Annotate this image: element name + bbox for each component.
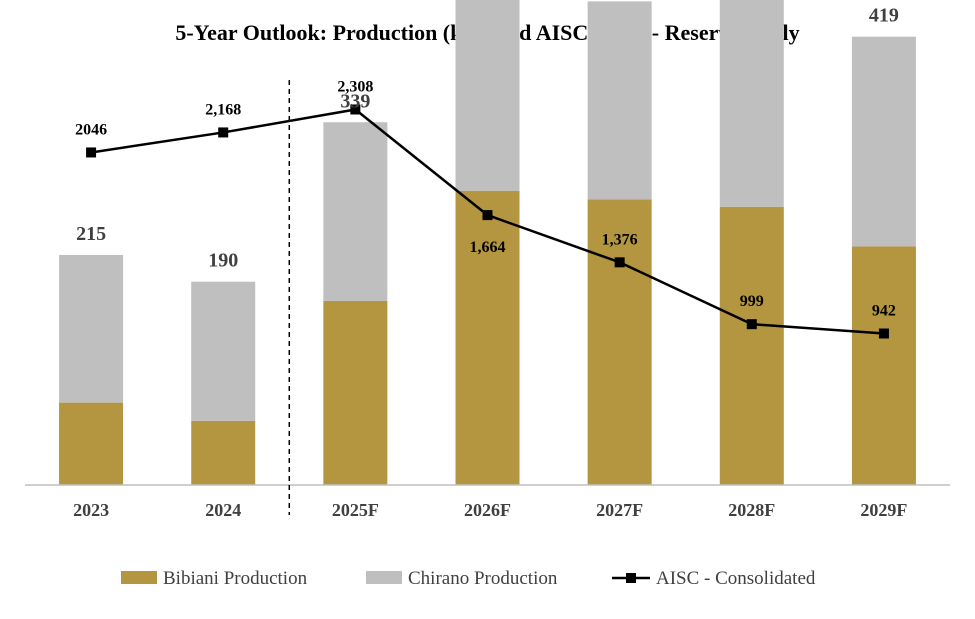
aisc-marker-2024 xyxy=(218,127,229,138)
aisc-marker-2028F xyxy=(746,319,757,330)
aisc-line-layer xyxy=(86,104,889,339)
chirano-bar-2025F xyxy=(323,122,388,301)
bibiani-bar-2025F xyxy=(323,300,388,485)
x-tick-label-2025F: 2025F xyxy=(332,500,379,520)
legend-swatch-aisc-marker xyxy=(626,573,636,583)
chirano-bar-2028F xyxy=(719,0,784,207)
aisc-label-2023: 2046 xyxy=(75,121,107,138)
aisc-label-2027F: 1,376 xyxy=(602,231,638,248)
legend-swatch-chirano xyxy=(366,571,402,584)
bar-total-label-2024: 190 xyxy=(208,250,238,272)
x-tick-label-2029F: 2029F xyxy=(860,500,907,520)
bibiani-bar-2027F xyxy=(587,199,652,485)
bibiani-bar-2024 xyxy=(191,420,256,485)
chirano-bar-2024 xyxy=(191,281,256,421)
bar-total-label-2023: 215 xyxy=(76,223,106,245)
chirano-bar-2026F xyxy=(455,0,520,191)
aisc-marker-2025F xyxy=(350,104,361,115)
legend-label-bibiani: Bibiani Production xyxy=(163,568,308,589)
aisc-label-2025F: 2,308 xyxy=(337,78,373,95)
bar-total-label-2025F: 339 xyxy=(340,90,370,112)
x-tick-label-2028F: 2028F xyxy=(728,500,775,520)
chirano-bar-2023 xyxy=(59,254,124,403)
bibiani-bar-2026F xyxy=(455,190,520,485)
chirano-bar-2027F xyxy=(587,1,652,200)
chirano-bar-2029F xyxy=(851,36,916,247)
bibiani-bar-2029F xyxy=(851,246,916,485)
aisc-label-2026F: 1,664 xyxy=(470,239,506,256)
x-tick-label-2024: 2024 xyxy=(205,500,241,520)
aisc-label-2028F: 999 xyxy=(740,293,764,310)
data-labels-layer: 21519033945545250141920462,1682,3081,664… xyxy=(75,5,899,320)
aisc-marker-2027F xyxy=(614,257,625,268)
aisc-marker-2026F xyxy=(482,210,493,221)
x-tick-label-2027F: 2027F xyxy=(596,500,643,520)
bars-layer xyxy=(59,0,916,486)
bibiani-bar-2028F xyxy=(719,206,784,486)
aisc-marker-2029F xyxy=(878,328,889,339)
legend-label-chirano: Chirano Production xyxy=(408,568,558,589)
bar-total-label-2029F: 419 xyxy=(869,5,899,27)
legend: Bibiani Production Chirano Production AISC… xyxy=(121,568,816,589)
legend-swatch-bibiani xyxy=(121,571,157,584)
axis-layer: 2023 2024 2025F 2026F 2027F 2028F 2029F xyxy=(25,80,950,520)
aisc-label-2029F: 942 xyxy=(872,303,896,320)
bibiani-bar-2023 xyxy=(59,402,124,485)
x-tick-label-2023: 2023 xyxy=(73,500,109,520)
aisc-label-2024: 2,168 xyxy=(205,101,241,118)
x-tick-label-2026F: 2026F xyxy=(464,500,511,520)
aisc-marker-2023 xyxy=(86,147,97,158)
legend-label-aisc: AISC - Consolidated xyxy=(656,568,816,589)
